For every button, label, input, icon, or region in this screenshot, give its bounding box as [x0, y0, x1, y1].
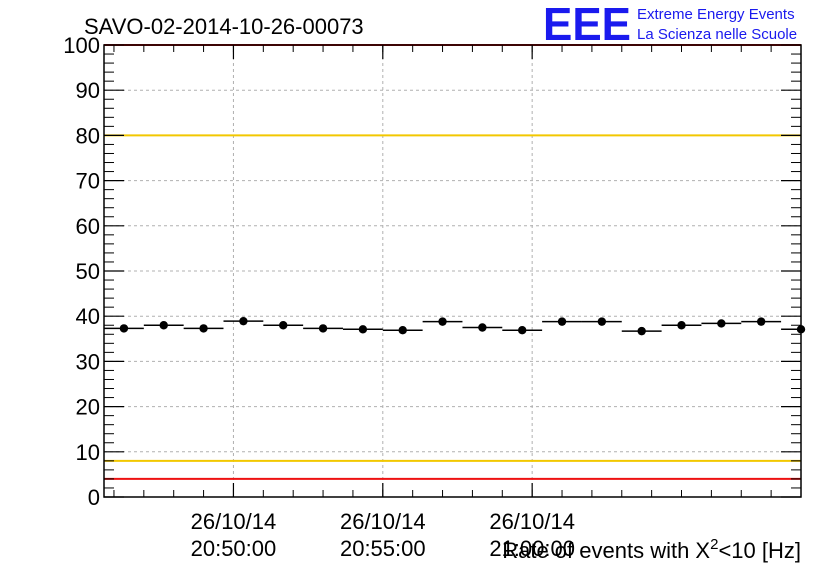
data-point	[518, 326, 527, 335]
data-point	[358, 325, 368, 334]
data-points	[104, 316, 806, 336]
y-tick-label: 90	[76, 78, 100, 103]
data-point	[597, 317, 607, 326]
y-axis: 0 10 20 30 40 50 60 70 80 90 100	[63, 33, 801, 510]
y-tick-label: 50	[76, 259, 100, 284]
x-tick-label-time: 21:00:00	[489, 536, 575, 561]
x-tick-label-time: 20:55:00	[340, 536, 426, 561]
x-axis-title-superscript: 2	[710, 536, 718, 553]
data-point	[239, 316, 248, 326]
y-tick-label: 70	[76, 169, 100, 194]
data-point	[717, 319, 726, 328]
x-tick-label-time: 20:50:00	[191, 536, 277, 561]
x-tick-label-date: 26/10/14	[191, 509, 277, 534]
y-tick-label: 30	[76, 349, 100, 374]
x-axis-title-prefix: Rate of events with X	[502, 538, 710, 563]
logo-line1: Extreme Energy Events	[637, 6, 795, 23]
data-point	[159, 321, 168, 330]
x-tick-label-date: 26/10/14	[340, 509, 426, 534]
y-tick-label: 80	[76, 123, 100, 148]
data-point	[637, 326, 646, 336]
data-point	[398, 326, 407, 335]
y-tick-label: 10	[76, 440, 100, 465]
y-tick-label: 60	[76, 214, 100, 239]
data-point	[478, 323, 487, 332]
x-axis: 26/10/1420:50:0026/10/1420:55:0026/10/14…	[113, 45, 802, 561]
y-tick-label: 40	[76, 304, 100, 329]
data-point	[557, 317, 567, 326]
chart-title: SAVO-02-2014-10-26-00073	[84, 14, 364, 39]
eee-logo: EEE Extreme Energy Events La Scienza nel…	[543, 0, 797, 50]
x-tick-label-date: 26/10/14	[489, 509, 575, 534]
data-point	[438, 317, 447, 326]
x-axis-title: Rate of events with X2<10 [Hz]	[502, 536, 801, 563]
data-point	[756, 317, 766, 326]
data-point	[677, 321, 686, 330]
y-tick-label: 100	[63, 33, 100, 58]
data-point	[119, 324, 129, 333]
x-axis-title-suffix: <10 [Hz]	[718, 538, 801, 563]
data-point	[318, 324, 328, 333]
logo-letters: EEE	[543, 0, 631, 50]
y-tick-label: 20	[76, 395, 100, 420]
logo-line2: La Scienza nelle Scuole	[637, 26, 797, 43]
y-tick-label: 0	[88, 485, 100, 510]
data-point	[279, 321, 288, 330]
data-point	[199, 324, 208, 333]
